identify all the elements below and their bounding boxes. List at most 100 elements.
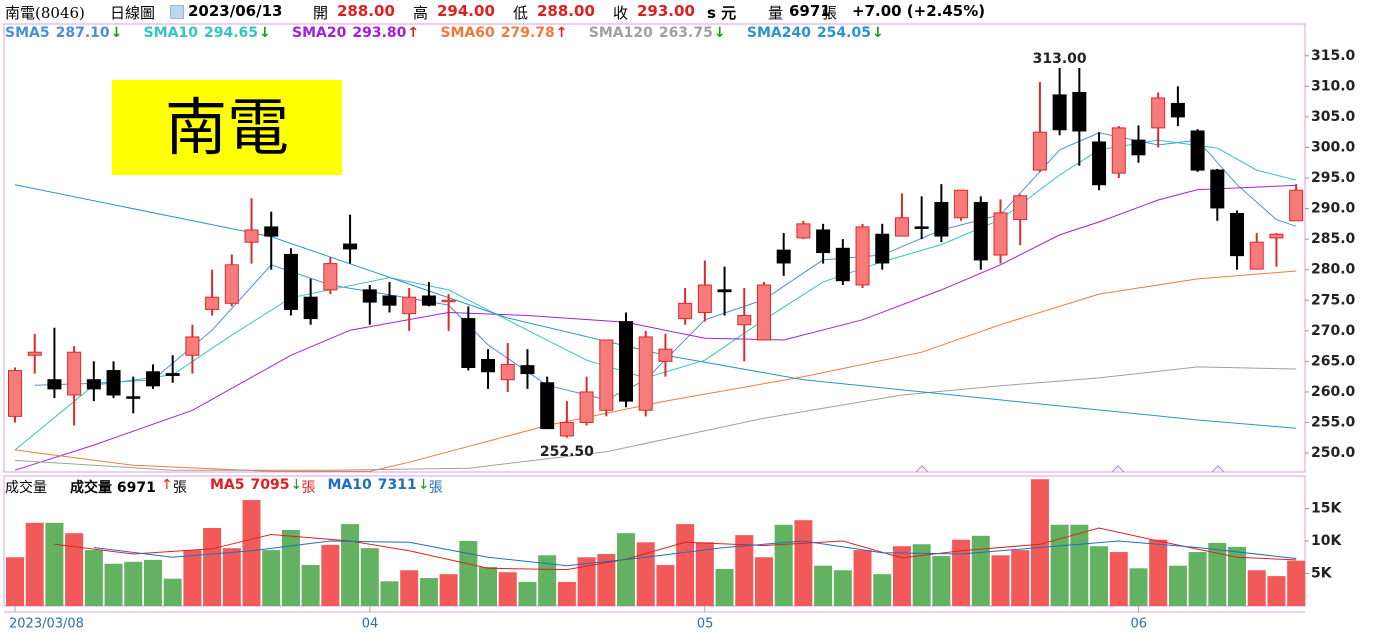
candle-body [1249,241,1264,270]
volume-bar [1070,524,1089,606]
date-label: 05 [697,617,714,632]
candle-body [619,321,634,402]
volume-bar [617,533,636,606]
ma-arrow: ↓ [713,25,726,41]
volume-bar [952,539,971,606]
volume-bar [380,581,399,606]
ma-line [93,540,1297,567]
volume-bar [45,522,64,606]
candle-body [599,339,614,411]
ma-arrow: ↓ [871,25,884,41]
volume-bar [222,548,241,606]
volume-unit: 張 [173,480,187,496]
y-tick-label: 265.0 [1311,353,1356,369]
checkbox[interactable] [170,5,184,19]
volume-bar [853,550,872,606]
volume-bar [25,522,44,606]
volume-bar [754,557,773,606]
date: 2023/06/13 [188,2,283,20]
ma-value: 7095 [250,477,290,493]
candle-body [835,247,850,282]
candle-body [796,223,811,239]
ma-line [14,366,1297,471]
y-tick-label: 295.0 [1311,170,1356,186]
ma-arrow: ↓ [259,25,271,41]
ma-arrow: ↓ [417,477,430,493]
volume-bar [1208,542,1227,606]
ma-value: 294.65 [203,25,258,41]
volume-bar [301,565,320,606]
volume-bar [1168,565,1187,606]
candle-body [402,296,417,315]
candle-body [934,201,949,237]
ma-value: 293.80 [352,25,407,41]
candle-body [1151,97,1166,129]
candle-body [717,289,732,293]
volume-bar [1030,479,1049,606]
candle-body [481,359,496,373]
volume-bar [971,535,990,606]
volume-bar [203,528,222,606]
ma-name: MA5 [210,477,245,493]
ma-name: SMA5 [5,25,50,41]
candle-body [579,391,594,423]
candle-body [1269,233,1284,239]
candle-body [86,379,101,390]
volume-bar [242,500,261,606]
candle-body [1111,127,1126,174]
candle-body [1230,212,1245,257]
candle-body [776,249,791,264]
candle-body [244,229,259,243]
candle-body [1190,130,1205,171]
candle-body [126,396,141,399]
candle-body [658,348,673,362]
ma-arrow: ↓ [290,477,303,493]
volume-bar [419,578,438,606]
candle-body [27,351,42,356]
volume-bar [479,567,498,606]
ma-value: 287.10 [55,25,110,41]
y-tick-label: 15K [1311,501,1342,517]
volume-bar [1109,552,1128,606]
annotation: 252.50 [540,444,594,460]
volume-bar [1287,560,1306,606]
ma-line [14,184,1297,429]
date-label: 04 [362,617,379,632]
candle-body [106,370,121,396]
annotation: 313.00 [1033,51,1087,67]
y-tick-label: 290.0 [1311,201,1356,217]
date-label: 2023/03/08 [9,617,84,632]
ma-unit: 張 [301,480,316,496]
candle-body [1210,169,1225,209]
candle-body [461,318,476,368]
y-tick-label: 270.0 [1311,323,1356,339]
volume-bar [321,544,340,606]
candle-body [205,296,220,310]
candle-body [1032,131,1047,171]
volume-title: 成交量 [5,480,47,496]
y-tick-label: 250.0 [1311,445,1356,461]
candle-body [638,336,653,411]
candle-body [8,370,22,417]
candle-body [855,226,870,286]
low-label: 低 [513,4,529,22]
open-value: 288.00 [337,2,395,20]
volume-bar [518,581,537,606]
logo: 南電 [112,80,342,175]
candle-body [756,284,771,341]
volume-bar [1011,550,1030,606]
price-panel [3,23,1306,473]
y-tick-label: 300.0 [1311,139,1356,155]
volume-bar [84,550,103,606]
candle-body [1013,195,1028,221]
ma-name: SMA240 [746,25,811,41]
y-tick-label: 260.0 [1311,384,1356,400]
candle-body [362,289,377,303]
markers [915,465,1225,473]
volume-bar [459,541,478,606]
volume-bar [676,524,695,606]
candle-body [145,371,160,387]
candle-body [185,336,200,356]
candle-body [1072,91,1087,132]
